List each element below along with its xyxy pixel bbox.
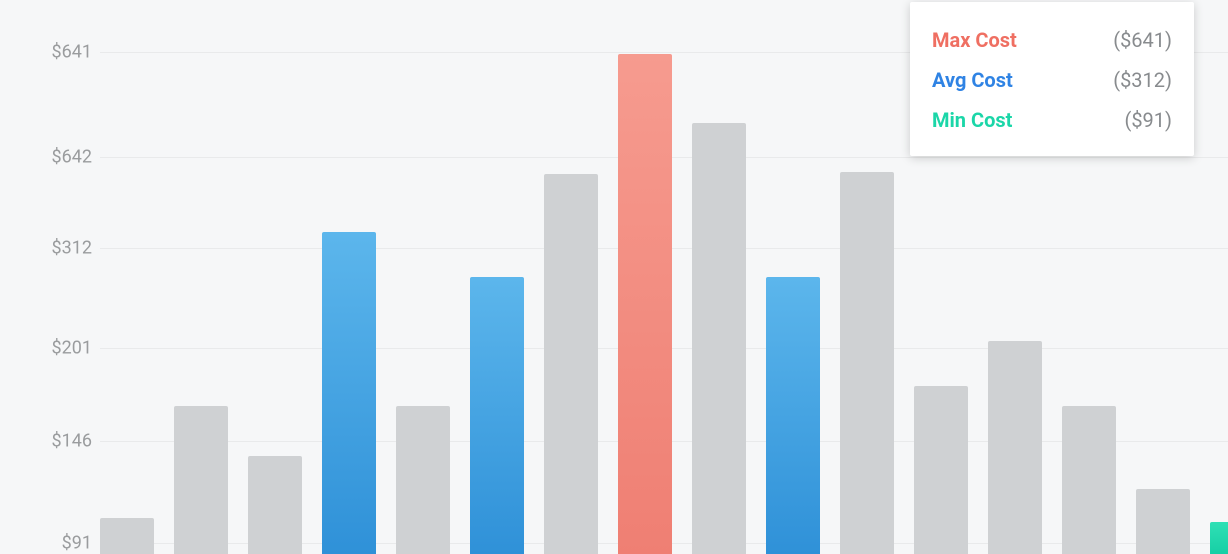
bar bbox=[174, 406, 228, 554]
cost-bar-chart: $641 $642 $312 $201 $146 $91 Max Cost ($641) … bbox=[0, 0, 1228, 554]
bar bbox=[100, 518, 154, 554]
cost-legend: Max Cost ($641) Avg Cost ($312) Min Cost… bbox=[910, 2, 1194, 156]
legend-value-max: ($641) bbox=[1113, 28, 1172, 52]
bar bbox=[988, 341, 1042, 554]
bar bbox=[322, 232, 376, 554]
bar bbox=[1062, 406, 1116, 554]
bar bbox=[544, 174, 598, 554]
y-tick-label: $91 bbox=[0, 533, 92, 554]
bar bbox=[1136, 489, 1190, 554]
bar bbox=[914, 386, 968, 554]
bar bbox=[248, 456, 302, 554]
legend-row-min: Min Cost ($91) bbox=[932, 100, 1172, 140]
bar bbox=[618, 54, 672, 554]
legend-label-avg: Avg Cost bbox=[932, 68, 1013, 92]
legend-label-min: Min Cost bbox=[932, 108, 1012, 132]
y-tick-label: $201 bbox=[0, 338, 92, 359]
bar bbox=[692, 123, 746, 554]
legend-row-max: Max Cost ($641) bbox=[932, 20, 1172, 60]
bar bbox=[470, 277, 524, 554]
y-tick-label: $312 bbox=[0, 238, 92, 259]
legend-value-avg: ($312) bbox=[1113, 68, 1172, 92]
y-tick-label: $641 bbox=[0, 42, 92, 63]
legend-value-min: ($91) bbox=[1124, 108, 1172, 132]
bar bbox=[396, 406, 450, 554]
bar bbox=[766, 277, 820, 554]
bar bbox=[840, 172, 894, 554]
legend-row-avg: Avg Cost ($312) bbox=[932, 60, 1172, 100]
legend-label-max: Max Cost bbox=[932, 28, 1017, 52]
y-tick-label: $146 bbox=[0, 431, 92, 452]
y-tick-label: $642 bbox=[0, 147, 92, 168]
bar bbox=[1210, 522, 1228, 554]
